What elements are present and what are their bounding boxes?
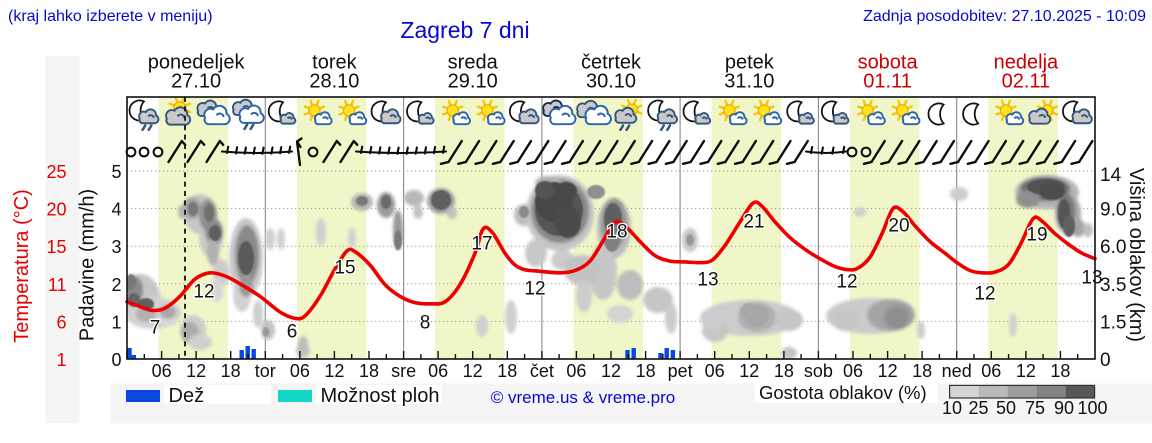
svg-text:Padavine (mm/h): Padavine (mm/h) — [77, 189, 99, 341]
svg-text:ponedeljek: ponedeljek — [148, 52, 246, 74]
svg-text:18: 18 — [912, 361, 932, 381]
svg-text:18: 18 — [359, 361, 379, 381]
svg-text:12: 12 — [1016, 361, 1036, 381]
svg-text:90: 90 — [1054, 398, 1074, 418]
svg-text:12: 12 — [193, 282, 214, 303]
svg-text:30.10: 30.10 — [586, 71, 636, 93]
svg-text:ned: ned — [942, 361, 972, 381]
svg-text:25: 25 — [46, 162, 66, 182]
svg-text:12: 12 — [601, 361, 621, 381]
svg-text:13: 13 — [1081, 268, 1102, 289]
svg-text:10: 10 — [942, 398, 962, 418]
svg-text:12: 12 — [878, 361, 898, 381]
svg-text:06: 06 — [981, 361, 1001, 381]
svg-text:četrtek: četrtek — [581, 52, 642, 74]
svg-text:8: 8 — [420, 313, 431, 334]
svg-text:20: 20 — [46, 200, 66, 220]
svg-text:pet: pet — [668, 361, 693, 381]
svg-text:100: 100 — [1077, 398, 1107, 418]
svg-text:0: 0 — [111, 350, 121, 370]
svg-text:Višina oblakov (km): Višina oblakov (km) — [1125, 168, 1147, 342]
svg-text:tor: tor — [255, 361, 276, 381]
svg-text:18: 18 — [774, 361, 794, 381]
svg-text:12: 12 — [739, 361, 759, 381]
svg-text:13: 13 — [697, 270, 718, 291]
svg-text:19: 19 — [1026, 225, 1047, 246]
svg-text:18: 18 — [1050, 361, 1070, 381]
svg-text:9.0: 9.0 — [1100, 200, 1126, 221]
svg-text:15: 15 — [334, 258, 355, 279]
svg-text:20: 20 — [888, 216, 909, 237]
svg-text:12: 12 — [463, 361, 483, 381]
svg-text:Gostota oblakov (%): Gostota oblakov (%) — [759, 382, 927, 403]
svg-text:4: 4 — [111, 200, 121, 220]
svg-text:06: 06 — [705, 361, 725, 381]
svg-text:© vreme.us & vreme.pro: © vreme.us & vreme.pro — [491, 388, 675, 407]
svg-text:sobota: sobota — [858, 52, 919, 74]
svg-text:Dež: Dež — [169, 385, 205, 407]
svg-text:18: 18 — [636, 361, 656, 381]
svg-text:6.0: 6.0 — [1100, 237, 1126, 258]
svg-text:12: 12 — [836, 272, 857, 293]
svg-text:21: 21 — [743, 212, 764, 233]
svg-text:01.11: 01.11 — [863, 71, 912, 93]
svg-text:7: 7 — [150, 318, 161, 339]
svg-text:Možnost ploh: Možnost ploh — [321, 385, 440, 407]
svg-text:3.5: 3.5 — [1100, 275, 1126, 296]
svg-text:18: 18 — [497, 361, 517, 381]
svg-text:02.11: 02.11 — [1002, 71, 1051, 93]
svg-text:28.10: 28.10 — [309, 71, 359, 93]
svg-text:17: 17 — [471, 234, 492, 255]
svg-text:6: 6 — [56, 312, 66, 332]
svg-text:sreda: sreda — [448, 52, 499, 74]
svg-text:11: 11 — [48, 275, 67, 295]
svg-text:14: 14 — [1100, 165, 1122, 186]
svg-text:1: 1 — [111, 312, 121, 332]
svg-text:06: 06 — [566, 361, 586, 381]
svg-text:nedelja: nedelja — [994, 52, 1059, 74]
svg-text:1.5: 1.5 — [1100, 312, 1126, 333]
svg-text:sob: sob — [804, 361, 833, 381]
svg-text:12: 12 — [524, 279, 545, 300]
svg-text:6: 6 — [287, 322, 298, 343]
svg-text:(kraj lahko izberete v meniju): (kraj lahko izberete v meniju) — [8, 8, 213, 25]
svg-text:15: 15 — [46, 237, 66, 257]
svg-text:06: 06 — [843, 361, 863, 381]
svg-text:petek: petek — [725, 52, 775, 74]
svg-text:06: 06 — [152, 361, 172, 381]
svg-text:29.10: 29.10 — [448, 71, 498, 93]
svg-text:31.10: 31.10 — [724, 71, 774, 93]
svg-text:5: 5 — [111, 162, 121, 182]
svg-text:1: 1 — [56, 350, 66, 370]
svg-text:2: 2 — [111, 275, 121, 295]
svg-text:torek: torek — [312, 52, 357, 74]
svg-text:0: 0 — [1100, 350, 1111, 371]
svg-text:Zagreb 7 dni: Zagreb 7 dni — [400, 17, 529, 43]
svg-text:18: 18 — [221, 361, 241, 381]
svg-text:27.10: 27.10 — [171, 71, 221, 93]
svg-text:06: 06 — [290, 361, 310, 381]
svg-text:75: 75 — [1025, 398, 1045, 418]
svg-text:25: 25 — [968, 398, 988, 418]
svg-text:18: 18 — [606, 222, 627, 243]
svg-text:12: 12 — [186, 361, 206, 381]
svg-text:06: 06 — [428, 361, 448, 381]
svg-text:sre: sre — [391, 361, 416, 381]
svg-text:12: 12 — [974, 284, 995, 305]
svg-text:Temperatura (°C): Temperatura (°C) — [11, 189, 33, 343]
svg-text:50: 50 — [996, 398, 1016, 418]
svg-text:3: 3 — [111, 237, 121, 257]
svg-text:12: 12 — [324, 361, 344, 381]
svg-text:čet: čet — [530, 361, 554, 381]
svg-text:Zadnja posodobitev: 27.10.2025: Zadnja posodobitev: 27.10.2025 - 10:09 — [863, 8, 1146, 25]
